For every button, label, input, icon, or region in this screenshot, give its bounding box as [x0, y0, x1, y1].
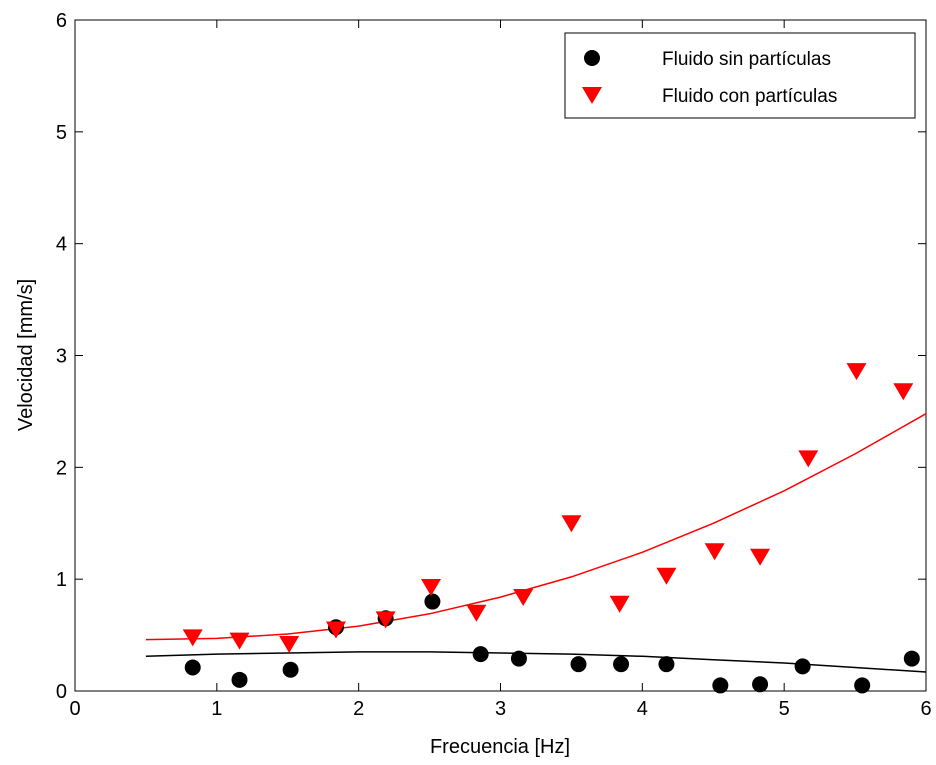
y-tick-label: 5	[56, 122, 67, 144]
legend-box	[564, 32, 916, 119]
data-point-series-1	[424, 593, 441, 610]
y-tick-label: 0	[56, 681, 67, 703]
legend-label-series-2: Fluido con partículas	[662, 86, 837, 107]
data-point-series-2	[421, 578, 442, 596]
data-point-series-1	[231, 671, 248, 688]
data-point-series-2	[279, 636, 300, 654]
y-axis-ticks: 0 1 2 3 4 5 6	[56, 10, 926, 703]
x-tick-label: 1	[211, 698, 222, 720]
data-point-series-2	[229, 632, 250, 650]
data-point-series-2	[375, 611, 396, 629]
y-tick-label: 2	[56, 457, 67, 479]
data-point-series-1	[472, 646, 489, 663]
data-point-series-1	[712, 677, 729, 694]
data-point-series-1	[752, 676, 769, 693]
data-point-series-2	[798, 450, 819, 468]
data-point-series-2	[513, 589, 534, 607]
data-point-series-1	[794, 658, 811, 675]
data-point-series-2	[466, 604, 487, 622]
data-point-series-1	[658, 656, 675, 673]
legend-label-series-1: Fluido sin partículas	[662, 49, 831, 70]
legend-marker-series-1	[584, 50, 600, 66]
legend: Fluido sin partículas Fluido con partícul…	[564, 32, 916, 119]
y-tick-label: 3	[56, 346, 67, 368]
x-axis-label: Frecuencia [Hz]	[430, 736, 570, 758]
data-point-series-2	[561, 515, 582, 533]
data-point-series-2	[750, 548, 771, 566]
data-point-series-2	[656, 567, 677, 585]
data-point-series-1	[184, 659, 201, 676]
fit-line-series-2	[145, 413, 927, 641]
data-point-series-1	[282, 661, 299, 678]
y-tick-label: 4	[56, 234, 67, 256]
x-tick-label: 3	[495, 698, 506, 720]
data-point-series-1	[570, 656, 587, 673]
x-tick-label: 5	[779, 698, 790, 720]
data-point-series-2	[182, 629, 203, 647]
data-point-series-2	[893, 383, 914, 401]
data-point-series-2	[325, 621, 346, 639]
y-tick-label: 1	[56, 569, 67, 591]
y-tick-label: 6	[56, 10, 67, 32]
x-tick-label: 6	[920, 698, 931, 720]
data-point-series-1	[854, 677, 871, 694]
data-point-series-1	[510, 650, 527, 667]
x-tick-label: 0	[69, 698, 80, 720]
data-point-series-1	[613, 656, 630, 673]
data-point-series-2	[846, 363, 867, 381]
data-markers	[182, 363, 920, 694]
x-axis-ticks: 0 1 2 3 4 5 6	[69, 20, 932, 720]
data-point-series-2	[609, 595, 630, 613]
data-point-series-2	[704, 543, 725, 561]
x-tick-label: 4	[637, 698, 648, 720]
y-axis-label: Velocidad [mm/s]	[15, 279, 37, 431]
legend-marker-series-2	[582, 87, 602, 104]
plot-area	[74, 19, 927, 692]
x-tick-label: 2	[353, 698, 364, 720]
data-point-series-1	[903, 650, 920, 667]
